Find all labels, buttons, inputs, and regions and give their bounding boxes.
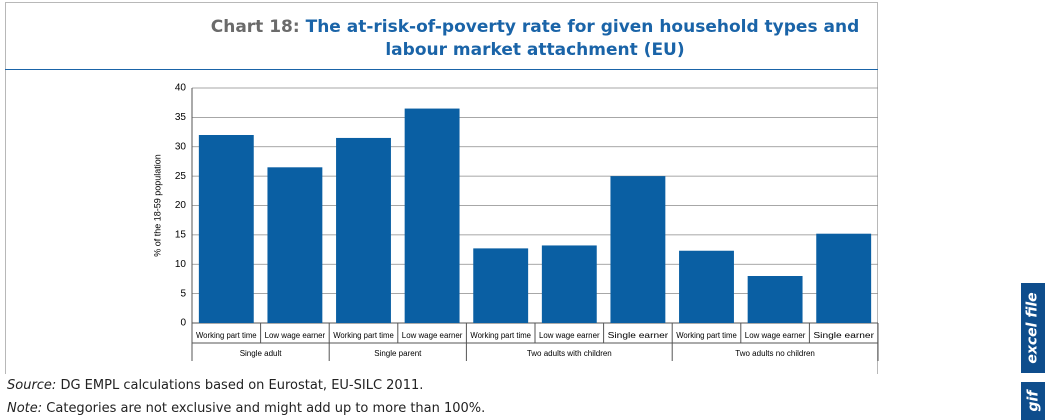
y-tick-label: 5 [180,288,186,299]
y-tick-label: 25 [175,171,187,182]
bar [610,176,666,323]
x-tick-label: Low wage earner [539,331,600,340]
y-tick-label: 10 [175,259,187,270]
bar [747,276,803,323]
y-tick-label: 15 [175,230,187,241]
source: Source: DG EMPL calculations based on Eu… [7,378,423,393]
group-label: Two adults with children [527,349,612,358]
bar [267,167,323,323]
y-tick-label: 0 [180,318,186,329]
bar [404,108,460,323]
bar [816,233,872,323]
x-tick-label: Low wage earner [402,331,463,340]
note: Note: Categories are not exclusive and m… [7,401,485,416]
source-text: DG EMPL calculations based on Eurostat, … [60,378,424,393]
note-text: Categories are not exclusive and might a… [46,401,486,416]
bar [679,250,734,323]
x-tick-label: Single earner [813,331,874,340]
tab-label[interactable]: excel file [1025,292,1041,364]
y-axis-label: % of the 18-59 population [152,154,162,257]
x-tick-label: Working part time [333,331,394,340]
y-tick-label: 35 [175,112,187,123]
group-label: Single adult [240,349,283,358]
excel-tab[interactable]: excel file [1021,283,1045,373]
y-tick-label: 40 [175,83,187,94]
bar [541,245,597,323]
x-tick-label: Low wage earner [265,331,326,340]
title-rule [5,69,878,70]
bar [473,248,529,323]
tab-label[interactable]: gif [1024,390,1041,412]
source-label: Source: [7,378,57,393]
group-label: Single parent [374,349,422,358]
bar [336,137,391,323]
x-tick-label: Working part time [470,331,531,340]
gif-tab[interactable]: gif [1021,382,1045,420]
x-tick-label: Low wage earner [745,331,806,340]
title-label: Chart 18: [210,17,300,37]
bar [198,135,254,323]
note-label: Note: [7,401,43,416]
chart-frame [5,2,878,374]
chart-title: Chart 18: The at-risk-of-poverty rate fo… [195,16,875,62]
x-tick-label: Working part time [676,331,737,340]
y-tick-label: 20 [175,200,187,211]
y-tick-label: 30 [175,141,187,152]
title-text: The at-risk-of-poverty rate for given ho… [305,17,860,60]
x-tick-label: Working part time [196,331,257,340]
group-label: Two adults no children [735,349,815,358]
x-tick-label: Single earner [608,331,669,340]
